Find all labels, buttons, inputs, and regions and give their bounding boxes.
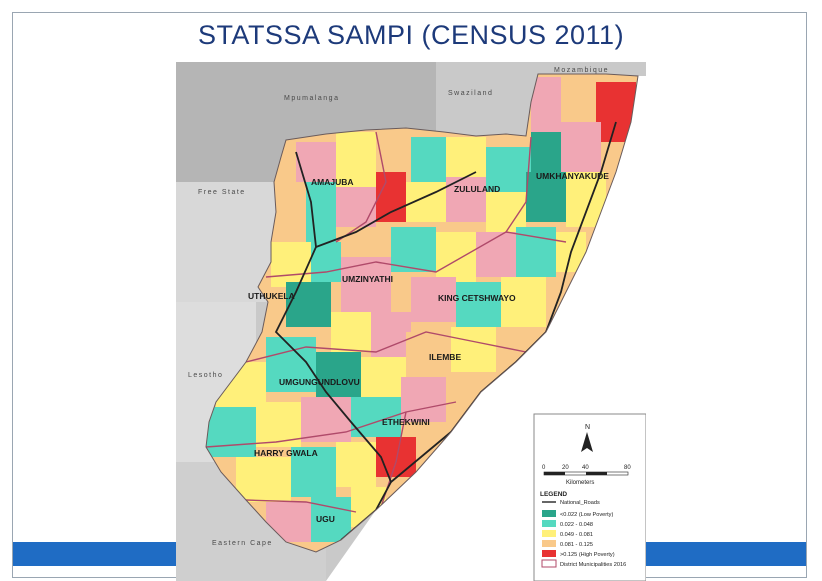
legend-label: 0.022 - 0.048 [560,522,593,528]
slide-title: STATSSA SAMPI (CENSUS 2011) [197,20,625,50]
label-lesotho: Lesotho [188,372,223,379]
label-mozambique: Mozambique [554,67,609,74]
scale-bar-segment [544,472,565,475]
area-patch [501,277,546,327]
area-patch [206,407,256,457]
legend-swatch [542,540,556,547]
label-ethekwini: ETHEKWINI [382,417,430,427]
area-patch [531,77,561,132]
area-patch [411,137,446,182]
area-patch [411,277,456,322]
area-patch [306,182,336,242]
label-umgungundlovu: UMGUNGUNDLOVU [279,377,360,387]
label-harry-gwala: HARRY GWALA [254,448,318,458]
area-patch [286,282,331,327]
area-patch [446,137,486,177]
map-legend: N 0 20 40 80 Kilometers LEGEND National_… [533,413,646,581]
label-mpumalanga: Mpumalanga [284,95,339,102]
area-patch [371,312,411,357]
area-patch [331,312,371,352]
area-patch [401,377,446,422]
area-patch [376,437,416,477]
area-patch [291,447,336,497]
area-patch [486,147,531,192]
area-patch [476,232,516,277]
scale-tick-label: 0 [542,465,546,471]
label-umkhanyakude: UMKHANYAKUDE [536,171,609,181]
area-patch [256,402,301,447]
area-patch [336,187,376,227]
district-boundary [245,331,527,363]
label-amajuba: AMAJUBA [311,177,354,187]
label-free-state: Free State [198,189,246,196]
scale-tick-label: 40 [582,465,589,471]
area-patch [336,132,376,187]
legend-swatch [542,520,556,527]
area-patch [436,232,476,282]
legend-swatch [542,530,556,537]
area-patch [451,327,496,372]
label-zululand: ZULULAND [454,184,500,194]
legend-label: District Municipalities 2016 [560,562,626,568]
area-patch [296,142,336,182]
area-patch [406,332,451,377]
label-king-cetshwayo: KING CETSHWAYO [438,293,516,303]
district-boundary [505,136,532,233]
area-patch [236,457,291,502]
legend-label: 0.081 - 0.125 [560,542,593,548]
area-patch [376,172,406,222]
legend-swatch [541,559,557,568]
legend-label: <0.022 (Low Poverty) [560,512,613,518]
legend-swatch [542,510,556,517]
label-eastern-cape: Eastern Cape [212,540,273,547]
national-road [274,151,392,541]
scale-bar-segment [586,472,607,475]
north-label: N [585,424,590,431]
area-patch [336,442,376,487]
district-boundary [206,401,457,448]
area-patch [456,282,501,327]
label-umzinyathi: UMZINYATHI [342,274,393,284]
legend-label: National_Roads [560,500,600,506]
area-patch [341,257,391,312]
label-swaziland: Swaziland [448,90,493,97]
district-boundary [265,231,567,278]
area-patch [531,132,561,172]
sampi-map: Mozambique Mpumalanga Swaziland Free Sta… [176,62,646,581]
label-ugu: UGU [316,514,335,524]
district-boundary [335,131,387,243]
district-boundary [245,499,357,513]
area-patch [391,227,436,272]
national-road [315,171,477,248]
label-uthukela: UTHUKELA [248,291,295,301]
legend-label: >0.125 (High Poverty) [560,552,615,558]
area-patch [376,132,411,172]
scale-tick-label: 80 [624,465,631,471]
scale-tick-label: 20 [562,465,569,471]
north-arrow-icon [581,432,593,452]
label-ilembe: ILEMBE [429,352,461,362]
province-outline [205,73,639,553]
area-patch [316,352,361,397]
area-patch [561,122,601,172]
area-patch [271,242,311,287]
legend-title: LEGEND [540,491,567,498]
legend-swatch [542,550,556,557]
legend-label: 0.049 - 0.081 [560,532,593,538]
area-patch [361,357,406,397]
scale-unit: Kilometers [566,480,594,486]
area-patch [526,172,566,222]
